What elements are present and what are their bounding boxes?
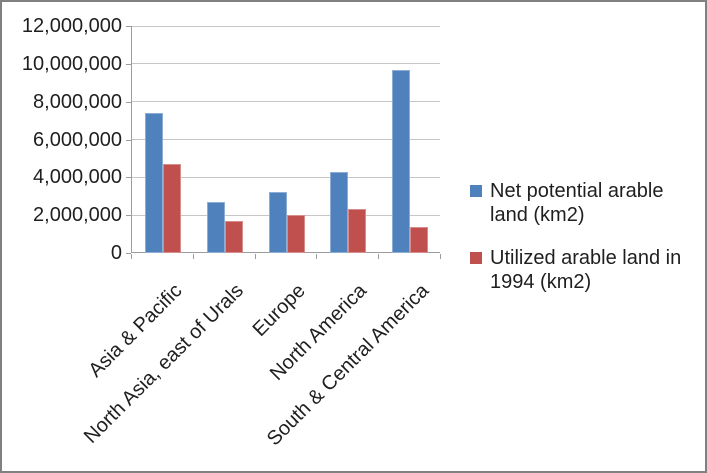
gridline (132, 25, 440, 27)
y-tick-mark (126, 101, 131, 103)
y-tick-mark (126, 253, 131, 254)
plot-area (131, 25, 440, 253)
y-tick-label: 0 (110, 242, 122, 264)
y-tick-label: 2,000,000 (33, 204, 122, 227)
x-tick-mark (378, 254, 379, 259)
x-tick-mark (255, 254, 256, 259)
y-tick-label: 4,000,000 (33, 166, 122, 189)
legend-swatch-icon (470, 185, 482, 197)
bar (225, 221, 243, 253)
x-tick-mark (131, 254, 132, 259)
bar (348, 209, 366, 253)
gridline (132, 139, 440, 140)
x-tick-mark (316, 254, 317, 259)
gridline (132, 176, 440, 178)
bar (330, 172, 348, 253)
y-tick-label: 12,000,000 (21, 15, 122, 37)
bar (287, 215, 305, 253)
bar (410, 227, 428, 253)
y-tick-mark (126, 215, 131, 217)
bar (163, 164, 181, 253)
y-tick-mark (126, 26, 131, 27)
legend-item: Utilized arable land in 1994 (km2) (470, 246, 705, 294)
legend-label: Net potential arable land (km2) (490, 180, 664, 226)
y-tick-label: 6,000,000 (33, 128, 122, 151)
bar (392, 70, 410, 253)
legend-item: Net potential arable land (km2) (470, 179, 705, 227)
y-tick-mark (126, 63, 131, 65)
y-tick-label: 8,000,000 (33, 90, 122, 113)
bar (269, 192, 287, 253)
y-tick-label: 10,000,000 (21, 52, 122, 75)
x-tick-mark (193, 254, 194, 259)
gridline (132, 63, 440, 65)
y-tick-mark (126, 177, 131, 179)
x-tick-mark (440, 254, 441, 259)
legend-swatch-icon (470, 252, 482, 264)
legend: Net potential arable land (km2) Utilized … (470, 179, 705, 313)
legend-label: Utilized arable land in 1994 (km2) (490, 247, 682, 293)
gridline (132, 101, 440, 103)
bar (145, 113, 163, 253)
bar (207, 202, 225, 253)
y-tick-mark (126, 139, 131, 141)
